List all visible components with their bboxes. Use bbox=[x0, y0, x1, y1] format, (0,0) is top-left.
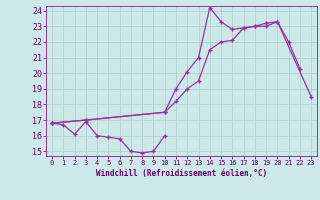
X-axis label: Windchill (Refroidissement éolien,°C): Windchill (Refroidissement éolien,°C) bbox=[96, 169, 267, 178]
